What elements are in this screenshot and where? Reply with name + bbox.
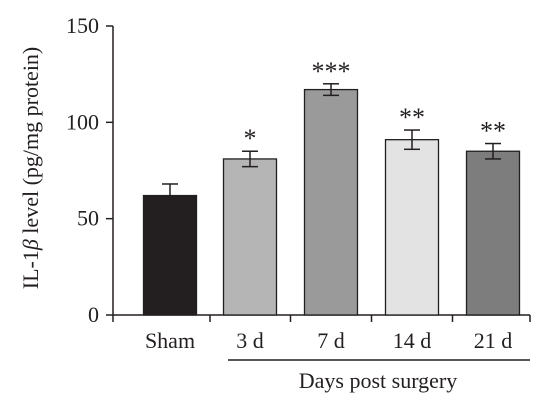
significance-label: ** bbox=[480, 117, 506, 146]
category-label: 3 d bbox=[236, 328, 264, 353]
axes: 0 50 100 150 bbox=[66, 13, 531, 361]
bar-21d bbox=[465, 150, 521, 316]
y-tick-label: 150 bbox=[66, 13, 99, 38]
bar-3d bbox=[222, 158, 278, 316]
category-label: 14 d bbox=[393, 328, 432, 353]
y-tick-label: 50 bbox=[77, 206, 99, 231]
y-tick-label: 100 bbox=[66, 109, 99, 134]
bars bbox=[142, 83, 521, 316]
bar-sham bbox=[142, 194, 198, 316]
labels: Sham * 3 d *** 7 d ** 14 d ** 21 d bbox=[145, 57, 512, 353]
significance-label: *** bbox=[312, 57, 351, 86]
y-axis-label: IL-1β level (pg/mg protein) bbox=[18, 47, 43, 290]
x-group-label: Days post surgery bbox=[299, 368, 457, 393]
category-label: Sham bbox=[145, 328, 195, 353]
category-label: 7 d bbox=[317, 328, 345, 353]
bar-14d bbox=[384, 139, 440, 316]
y-tick-label: 0 bbox=[88, 302, 99, 327]
bar-7d bbox=[303, 88, 359, 316]
category-label: 21 d bbox=[474, 328, 513, 353]
significance-label: * bbox=[244, 124, 257, 153]
significance-label: ** bbox=[399, 103, 425, 132]
